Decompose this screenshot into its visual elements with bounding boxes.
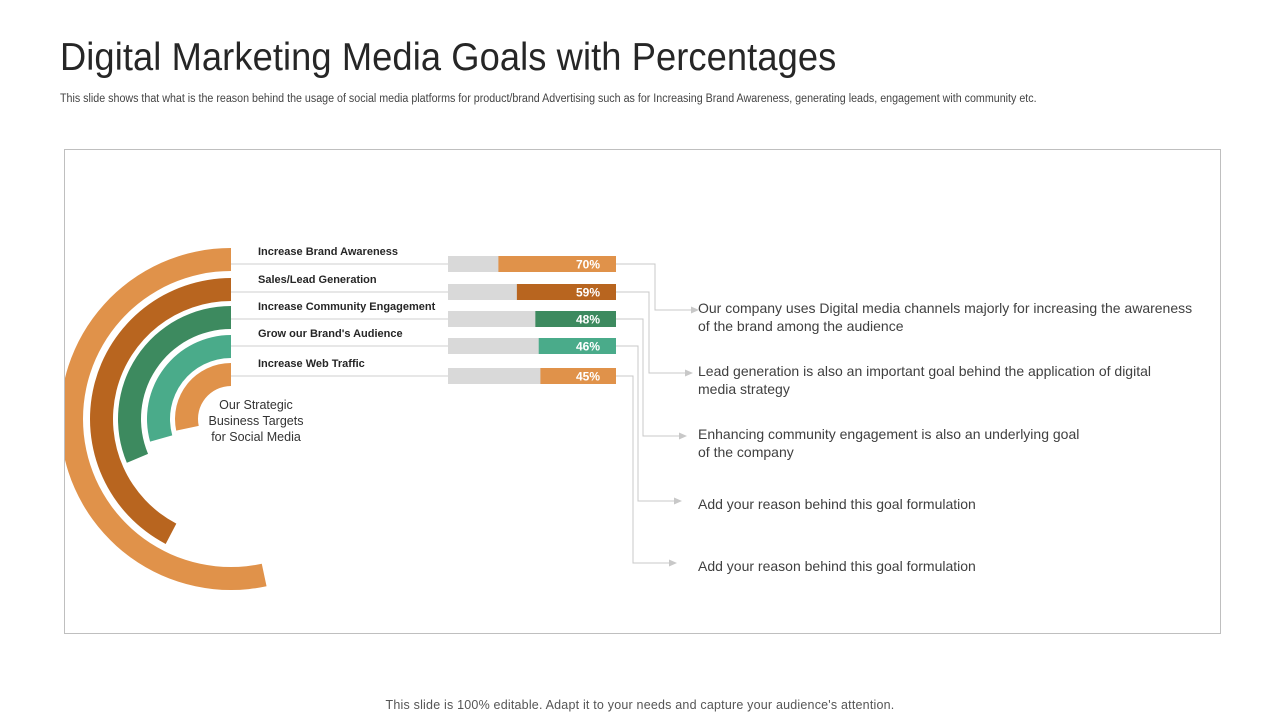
ring-increase-web-traffic <box>175 363 231 431</box>
center-label: Our Strategic Business Targets for Social … <box>209 398 304 444</box>
goals-chart: Our Strategic Business Targets for Social … <box>65 246 1192 590</box>
radial-rings <box>65 248 267 590</box>
description-increase-community-engagement-line-1: Enhancing community engagement is also a… <box>698 426 1079 442</box>
connector-arrows <box>616 263 699 567</box>
label-leader-lines <box>231 263 448 377</box>
chart-frame: Our Strategic Business Targets for Social … <box>64 149 1221 634</box>
connector-arrow-grow-our-brand-s-audience <box>674 497 682 505</box>
description-increase-community-engagement-line-2: of the company <box>698 444 794 460</box>
value-label-increase-brand-awareness: 70% <box>576 258 600 272</box>
value-label-increase-web-traffic: 45% <box>576 370 600 384</box>
value-label-increase-community-engagement: 48% <box>576 313 600 327</box>
goal-descriptions: Our company uses Digital media channels … <box>698 300 1192 574</box>
category-labels: Increase Brand Awareness Sales/Lead Gener… <box>258 246 436 370</box>
category-label-increase-community-engagement: Increase Community Engagement <box>258 301 436 313</box>
description-increase-web-traffic-line-1: Add your reason behind this goal formula… <box>698 558 976 574</box>
bar-fill-increase-web-traffic <box>540 368 616 384</box>
slide-title: Digital Marketing Media Goals with Perce… <box>60 36 837 79</box>
connector-arrow-increase-brand-awareness <box>691 306 699 314</box>
bar-fill-grow-our-brand-s-audience <box>538 338 616 354</box>
description-sales-lead-generation-line-1: Lead generation is also an important goa… <box>698 363 1151 379</box>
connector-increase-community-engagement <box>616 318 681 437</box>
connector-sales-lead-generation <box>616 291 687 374</box>
value-label-sales-lead-generation: 59% <box>576 286 600 300</box>
description-grow-our-brand-s-audience-line-1: Add your reason behind this goal formula… <box>698 496 976 512</box>
connector-grow-our-brand-s-audience <box>616 345 676 502</box>
footer-note: This slide is 100% editable. Adapt it to… <box>385 698 895 712</box>
category-label-grow-our-brand-s-audience: Grow our Brand's Audience <box>258 328 403 340</box>
bar-fill-increase-community-engagement <box>535 311 616 327</box>
value-label-grow-our-brand-s-audience: 46% <box>576 340 600 354</box>
category-label-sales-lead-generation: Sales/Lead Generation <box>258 274 377 286</box>
center-label-line: Business Targets <box>209 414 304 428</box>
ring-increase-community-engagement <box>118 306 231 463</box>
connector-arrow-sales-lead-generation <box>685 369 693 377</box>
description-sales-lead-generation-line-2: media strategy <box>698 381 790 397</box>
connector-arrow-increase-web-traffic <box>669 559 677 567</box>
center-label-line: Our Strategic <box>219 398 293 412</box>
ring-sales-lead-generation <box>90 278 231 544</box>
description-increase-brand-awareness-line-1: Our company uses Digital media channels … <box>698 300 1192 316</box>
progress-bars: 70% 59% 48% 46% 45% <box>448 256 616 384</box>
bar-fill-increase-brand-awareness <box>498 256 616 272</box>
slide-subtitle: This slide shows that what is the reason… <box>60 93 1037 105</box>
connector-increase-brand-awareness <box>616 263 693 311</box>
ring-grow-our-brand-s-audience <box>146 335 231 442</box>
description-increase-brand-awareness-line-2: of the brand among the audience <box>698 318 904 334</box>
connector-increase-web-traffic <box>616 375 671 564</box>
bar-fill-sales-lead-generation <box>516 284 616 300</box>
connector-arrow-increase-community-engagement <box>679 432 687 440</box>
category-label-increase-web-traffic: Increase Web Traffic <box>258 358 365 370</box>
category-label-increase-brand-awareness: Increase Brand Awareness <box>258 246 398 258</box>
center-label-line: for Social Media <box>211 430 301 444</box>
